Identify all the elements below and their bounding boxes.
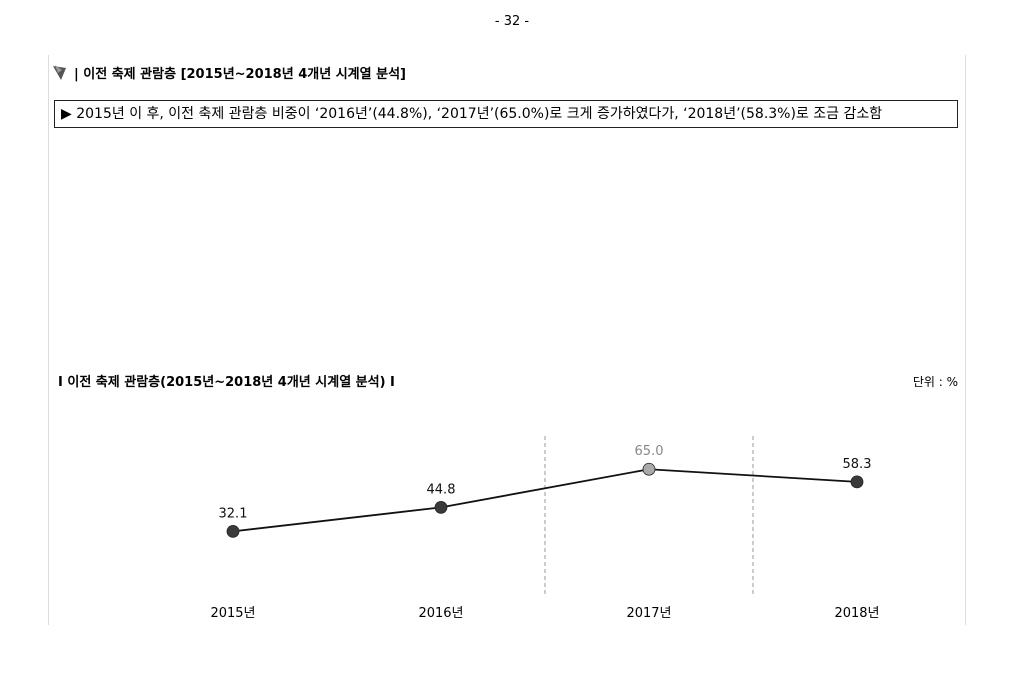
- icon: [53, 64, 66, 80]
- summary-box: ▶ 2015년 이 후, 이전 축제 관람층 비중이 ‘2016년’(44.8%…: [54, 100, 958, 128]
- x-tick-label: 2017년: [626, 606, 671, 621]
- data-label: 58.3: [843, 457, 872, 472]
- point: [850, 475, 864, 489]
- point: [434, 500, 448, 514]
- frame: [48, 55, 966, 625]
- data-label: 65.0: [635, 444, 664, 459]
- section-heading: | 이전 축제 관람층 [2015년~2018년 4개년 시계열 분석]: [52, 63, 406, 82]
- bullet: ▶: [61, 106, 72, 122]
- section-title: | 이전 축제 관람층 [2015년~2018년 4개년 시계열 분석]: [74, 67, 406, 82]
- chart-title: I 이전 축제 관람층(2015년~2018년 4개년 시계열 분석) I: [58, 374, 395, 390]
- point: [226, 524, 240, 538]
- page-number: - 32 -: [494, 14, 530, 29]
- point: [642, 462, 656, 476]
- data-label: 32.1: [219, 506, 248, 521]
- line: [232, 468, 858, 533]
- unit-label: 단위 : %: [913, 375, 958, 389]
- x-tick-label: 2018년: [834, 606, 879, 621]
- x-tick-label: 2016년: [418, 606, 463, 621]
- summary-text: 2015년 이 후, 이전 축제 관람층 비중이 ‘2016년’(44.8%),…: [76, 106, 883, 122]
- data-label: 44.8: [427, 482, 456, 497]
- x-tick-label: 2015년: [210, 606, 255, 621]
